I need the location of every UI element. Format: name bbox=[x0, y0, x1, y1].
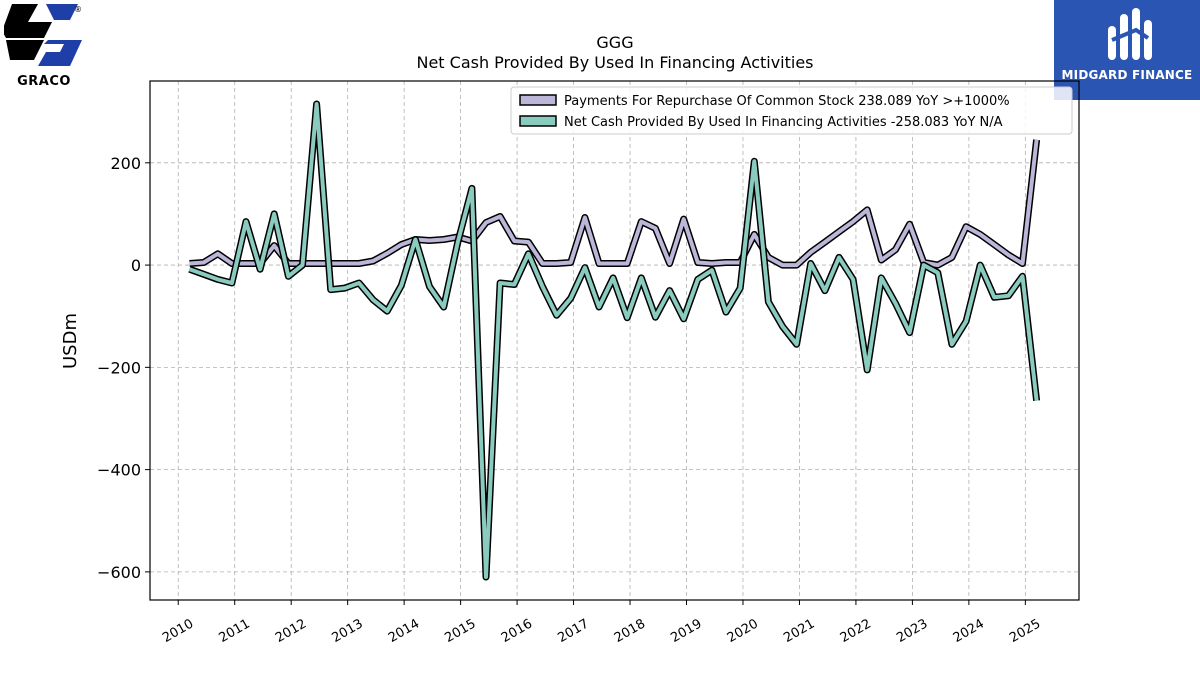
graco-mark-icon: ® bbox=[2, 4, 82, 66]
x-tick-label: 2021 bbox=[781, 616, 817, 646]
x-tick-label: 2016 bbox=[499, 616, 535, 646]
x-tick-label: 2013 bbox=[329, 616, 365, 646]
x-tick-label: 2014 bbox=[386, 616, 422, 646]
y-axis-label: USDm bbox=[60, 313, 81, 369]
x-tick-label: 2020 bbox=[725, 616, 761, 646]
chart-subtitle: Net Cash Provided By Used In Financing A… bbox=[416, 53, 813, 72]
plot-frame bbox=[149, 80, 1080, 601]
series-line-outline-2 bbox=[188, 100, 1041, 581]
y-tick-label: −200 bbox=[97, 358, 141, 377]
x-tick-label: 2010 bbox=[160, 616, 196, 646]
y-tick-label: 0 bbox=[131, 256, 141, 275]
midgard-finance-logo: MIDGARD FINANCE bbox=[1054, 0, 1200, 100]
legend: Payments For Repurchase Of Common Stock … bbox=[510, 86, 1073, 135]
midgard-wordmark: MIDGARD FINANCE bbox=[1061, 68, 1193, 82]
legend-swatch-1 bbox=[519, 94, 557, 106]
legend-box bbox=[510, 86, 1073, 135]
x-tick-label: 2024 bbox=[951, 616, 987, 646]
x-tick-label: 2015 bbox=[442, 616, 478, 646]
svg-text:®: ® bbox=[74, 5, 82, 14]
series-line-outline-1 bbox=[189, 139, 1041, 269]
y-tick-label: −600 bbox=[97, 563, 141, 582]
x-tick-label: 2011 bbox=[217, 616, 253, 646]
x-tick-label: 2018 bbox=[612, 616, 648, 646]
legend-label-2: Net Cash Provided By Used In Financing A… bbox=[564, 115, 1003, 130]
x-tick-label: 2019 bbox=[668, 616, 704, 646]
y-tick-label: −400 bbox=[97, 461, 141, 480]
legend-label-1: Payments For Repurchase Of Common Stock … bbox=[564, 94, 1010, 109]
series-line-1 bbox=[189, 139, 1039, 268]
x-tick-label: 2023 bbox=[894, 616, 930, 646]
midgard-mark-icon bbox=[1108, 8, 1152, 60]
x-tick-label: 2017 bbox=[555, 616, 591, 646]
graco-logo: ® GRACO bbox=[2, 4, 84, 90]
x-tick-label: 2012 bbox=[273, 616, 309, 646]
legend-swatch-2 bbox=[519, 115, 557, 127]
graco-wordmark: GRACO bbox=[17, 74, 71, 89]
chart-title: GGG bbox=[596, 33, 633, 52]
x-tick-label: 2022 bbox=[838, 616, 874, 646]
y-tick-label: 200 bbox=[110, 154, 141, 173]
series-layer bbox=[188, 100, 1041, 581]
grid bbox=[150, 81, 1079, 600]
x-tick-label: 2025 bbox=[1007, 616, 1043, 646]
series-line-2 bbox=[188, 102, 1039, 579]
